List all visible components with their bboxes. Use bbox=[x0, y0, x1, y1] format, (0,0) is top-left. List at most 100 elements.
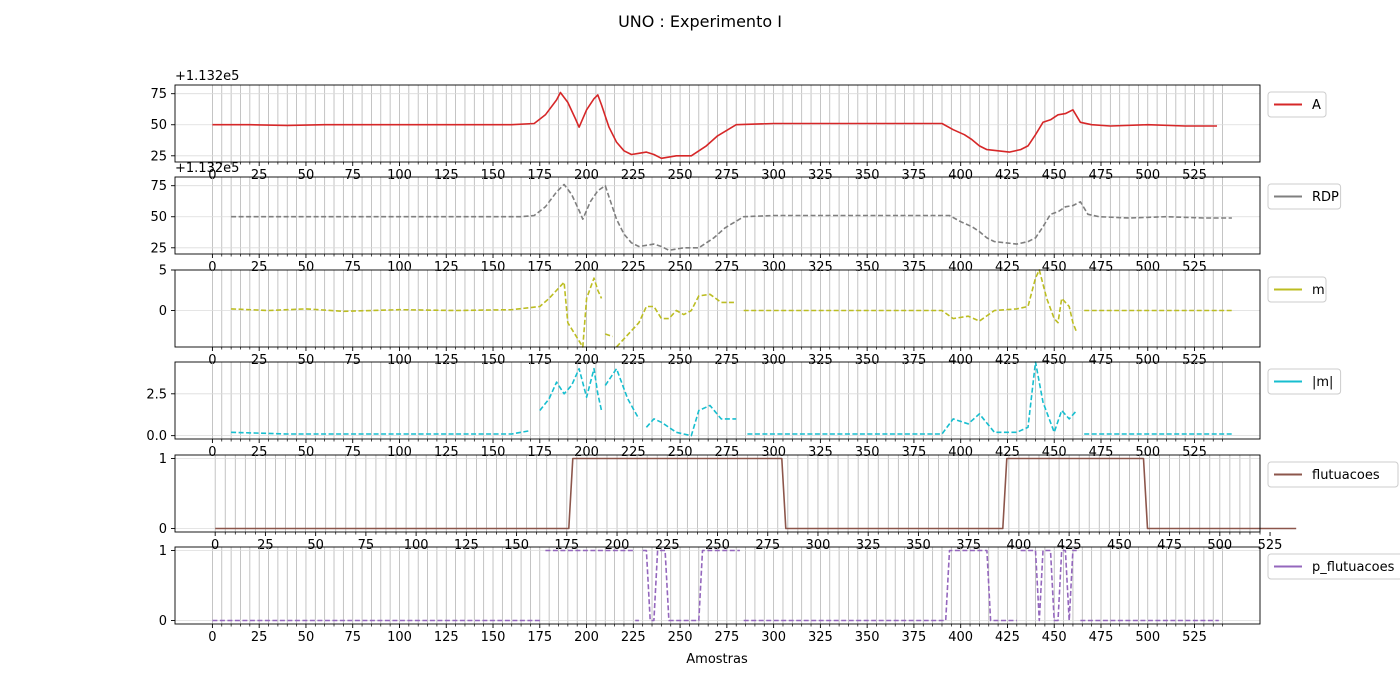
x-tick-label: 275 bbox=[714, 260, 739, 275]
x-tick-label: 375 bbox=[956, 538, 981, 553]
series-line-A-0 bbox=[212, 91, 1217, 160]
legend-box bbox=[1267, 368, 1342, 395]
x-tick-label: 525 bbox=[1182, 168, 1207, 183]
x-tick-label: 375 bbox=[902, 630, 927, 645]
x-tick-label: 175 bbox=[527, 260, 552, 275]
subplot-4: 0.02.50 25 50 75 100 125 150 175 200 225 250 275 300… bbox=[146, 361, 1342, 460]
x-tick-label: 125 bbox=[434, 260, 459, 275]
x-tick-label: 150 bbox=[481, 445, 506, 460]
x-tick-label: 350 bbox=[855, 168, 880, 183]
series-line-p_flutuacoes-3 bbox=[642, 549, 740, 622]
legend-box bbox=[1267, 461, 1399, 488]
x-tick-label: 425 bbox=[1057, 538, 1082, 553]
x-tick-label: 0 bbox=[208, 168, 216, 183]
legend: RDP bbox=[1267, 183, 1342, 210]
x-tick-label: 25 bbox=[251, 630, 268, 645]
x-tick-label: 75 bbox=[344, 630, 361, 645]
x-tick-label: 50 bbox=[298, 260, 315, 275]
legend-label: m bbox=[1312, 283, 1325, 298]
y-tick-label: 0 bbox=[159, 522, 167, 537]
y-tick-label: 5 bbox=[159, 264, 167, 279]
x-tick-label: 75 bbox=[344, 260, 361, 275]
offset-label: +1.132e5 bbox=[175, 69, 239, 84]
x-tick-label: 100 bbox=[387, 260, 412, 275]
y-tick-label: 0.0 bbox=[146, 429, 167, 444]
x-tick-label: 250 bbox=[668, 260, 693, 275]
legend: m bbox=[1267, 276, 1327, 303]
y-tick-label: 0 bbox=[159, 614, 167, 629]
x-tick-label: 500 bbox=[1135, 168, 1160, 183]
legend-label: p_flutuacoes bbox=[1312, 560, 1395, 575]
x-tick-label: 0 bbox=[208, 445, 216, 460]
x-tick-label: 175 bbox=[527, 353, 552, 368]
x-tick-label: 375 bbox=[902, 168, 927, 183]
y-tick-label: 75 bbox=[150, 179, 167, 194]
x-tick-label: 50 bbox=[298, 445, 315, 460]
grid-lines bbox=[175, 269, 1260, 347]
legend-box bbox=[1267, 553, 1400, 580]
x-tick-label: 425 bbox=[995, 260, 1020, 275]
x-tick-label: 475 bbox=[1089, 353, 1114, 368]
x-tick-label: 50 bbox=[298, 168, 315, 183]
x-tick-label: 25 bbox=[251, 168, 268, 183]
x-tick-label: 150 bbox=[481, 630, 506, 645]
subplot-6: 0 1 0 25 50 75 100 125 150 175 200 225 250 275 300 325 3… bbox=[159, 544, 1400, 645]
series-line-m-4 bbox=[747, 361, 1078, 435]
legend-label: flutuacoes bbox=[1312, 468, 1380, 483]
x-tick-label: 450 bbox=[1042, 353, 1067, 368]
grid-lines bbox=[175, 455, 1261, 532]
x-tick-label: 0 bbox=[208, 260, 216, 275]
series-line-p_flutuacoes-4 bbox=[743, 549, 1017, 622]
x-tick-label: 525 bbox=[1182, 445, 1207, 460]
x-tick-label: 400 bbox=[948, 168, 973, 183]
y-tick-label: 1 bbox=[159, 452, 167, 467]
x-tick-label: 325 bbox=[808, 353, 833, 368]
x-tick-label: 150 bbox=[481, 260, 506, 275]
x-tick-label: 350 bbox=[855, 260, 880, 275]
x-tick-label: 375 bbox=[902, 445, 927, 460]
x-tick-label: 150 bbox=[481, 353, 506, 368]
x-tick-label: 275 bbox=[714, 445, 739, 460]
x-tick-label: 100 bbox=[387, 630, 412, 645]
x-tick-label: 325 bbox=[808, 630, 833, 645]
x-tick-label: 300 bbox=[806, 538, 831, 553]
legend-label: RDP bbox=[1312, 190, 1339, 205]
legend: p_flutuacoes bbox=[1267, 553, 1400, 580]
x-tick-label: 450 bbox=[1042, 445, 1067, 460]
x-tick-label: 425 bbox=[995, 630, 1020, 645]
y-tick-label: 25 bbox=[150, 149, 167, 164]
x-tick-label: 25 bbox=[251, 260, 268, 275]
legend-label: |m| bbox=[1312, 375, 1333, 390]
x-tick-label: 225 bbox=[621, 353, 646, 368]
x-tick-label: 400 bbox=[948, 260, 973, 275]
series-line-m-0 bbox=[231, 277, 603, 348]
y-tick-label: 1 bbox=[159, 544, 167, 559]
x-tick-label: 175 bbox=[554, 538, 579, 553]
x-tick-label: 50 bbox=[298, 630, 315, 645]
x-tick-label: 225 bbox=[621, 260, 646, 275]
x-tick-label: 150 bbox=[481, 168, 506, 183]
x-tick-label: 225 bbox=[621, 630, 646, 645]
x-axis-label: Amostras bbox=[686, 652, 748, 667]
grid-lines bbox=[175, 177, 1260, 254]
x-tick-label: 500 bbox=[1135, 353, 1160, 368]
x-tick-label: 25 bbox=[257, 538, 274, 553]
x-tick-label: 450 bbox=[1042, 630, 1067, 645]
x-tick-label: 100 bbox=[404, 538, 429, 553]
series-line-p_flutuacoes-5 bbox=[1020, 549, 1077, 622]
x-tick-label: 325 bbox=[856, 538, 881, 553]
x-tick-label: 375 bbox=[902, 260, 927, 275]
x-tick-label: 0 bbox=[208, 353, 216, 368]
x-tick-label: 250 bbox=[705, 538, 730, 553]
x-tick-label: 350 bbox=[855, 353, 880, 368]
x-tick-label: 450 bbox=[1042, 260, 1067, 275]
x-tick-label: 475 bbox=[1089, 630, 1114, 645]
x-tick-label: 0 bbox=[208, 630, 216, 645]
x-tick-label: 250 bbox=[668, 168, 693, 183]
x-tick-label: 0 bbox=[211, 538, 219, 553]
x-tick-label: 525 bbox=[1258, 538, 1283, 553]
x-tick-label: 75 bbox=[344, 445, 361, 460]
x-tick-label: 425 bbox=[995, 445, 1020, 460]
x-tick-label: 300 bbox=[761, 353, 786, 368]
